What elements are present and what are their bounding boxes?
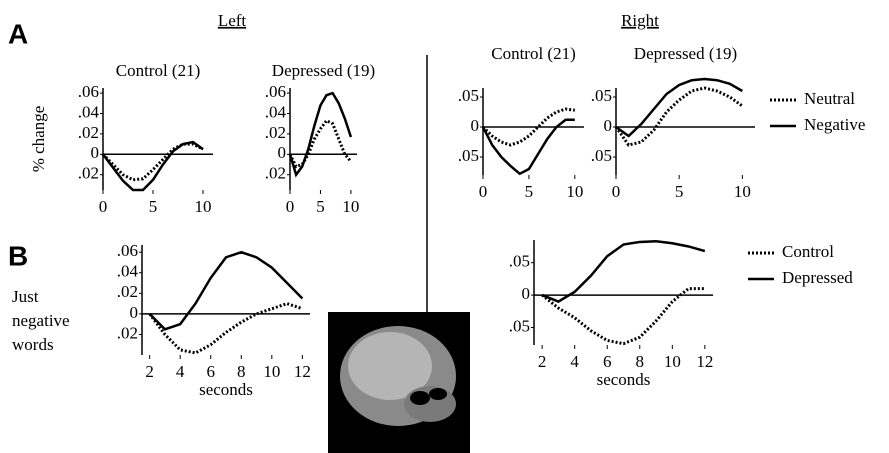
brain-image — [328, 312, 470, 453]
y-tick-label: 0 — [522, 284, 531, 303]
y-axis-label: % change — [29, 106, 48, 173]
panel-label: B — [8, 240, 28, 271]
y-tick-label: .02 — [117, 323, 138, 342]
series-line — [614, 86, 744, 147]
chart-title: Control (21) — [491, 44, 576, 63]
x-tick-label: 0 — [479, 182, 488, 201]
x-tick-label: 12 — [696, 352, 713, 371]
x-tick-label: 2 — [145, 362, 154, 381]
legend-label: Control — [782, 242, 834, 261]
x-tick-label: 6 — [603, 352, 612, 371]
x-tick-label: 10 — [734, 182, 751, 201]
x-tick-label: 5 — [316, 197, 325, 216]
x-tick-label: 0 — [99, 197, 108, 216]
y-tick-label: .05 — [509, 252, 530, 271]
series-line — [541, 240, 706, 303]
chart-title: Depressed (19) — [272, 61, 375, 80]
y-tick-label: .05 — [509, 316, 530, 335]
y-tick-label: .06 — [78, 82, 99, 101]
x-tick-label: 10 — [664, 352, 681, 371]
y-tick-label: 0 — [278, 143, 287, 162]
note: words — [12, 335, 54, 354]
series-line — [481, 107, 576, 147]
x-tick-label: 10 — [263, 362, 280, 381]
y-tick-label: .05 — [458, 86, 479, 105]
x-tick-label: 0 — [286, 197, 295, 216]
x-axis-label: seconds — [597, 370, 651, 389]
x-tick-label: 8 — [636, 352, 645, 371]
y-tick-label: .05 — [458, 146, 479, 165]
series-line — [288, 118, 353, 169]
y-tick-label: 0 — [91, 143, 100, 162]
x-tick-label: 5 — [149, 197, 158, 216]
note: Just — [12, 287, 39, 306]
y-tick-label: .04 — [78, 102, 100, 121]
panel-label: A — [8, 18, 28, 49]
y-tick-label: 0 — [471, 116, 480, 135]
y-tick-label: .06 — [117, 241, 138, 260]
y-tick-label: .02 — [78, 123, 99, 142]
x-tick-label: 4 — [570, 352, 579, 371]
y-tick-label: .06 — [265, 82, 286, 101]
series-line — [541, 287, 705, 346]
y-tick-label: 0 — [130, 303, 139, 322]
chart-title: Depressed (19) — [634, 44, 737, 63]
note: negative — [12, 311, 70, 330]
x-tick-label: 10 — [195, 197, 212, 216]
series-line — [288, 91, 353, 178]
x-tick-label: 10 — [342, 197, 359, 216]
y-tick-label: 0 — [604, 116, 613, 135]
y-tick-label: .04 — [117, 262, 139, 281]
y-tick-label: .02 — [265, 164, 286, 183]
series-line — [102, 140, 204, 192]
x-tick-label: 12 — [294, 362, 311, 381]
series-line — [615, 77, 743, 138]
legend-label: Depressed — [782, 268, 853, 287]
x-axis-label: seconds — [199, 380, 253, 399]
x-tick-label: 5 — [675, 182, 684, 201]
x-tick-label: 0 — [612, 182, 621, 201]
x-tick-label: 8 — [237, 362, 246, 381]
y-tick-label: .02 — [117, 282, 138, 301]
x-tick-label: 5 — [525, 182, 534, 201]
legend-label: Neutral — [804, 89, 855, 108]
x-tick-label: 10 — [566, 182, 583, 201]
legend-label: Negative — [804, 115, 865, 134]
group-title: Left — [218, 11, 247, 30]
series-line — [148, 250, 304, 331]
y-tick-label: .05 — [591, 146, 612, 165]
series-line — [148, 302, 303, 355]
x-tick-label: 6 — [206, 362, 215, 381]
y-tick-label: .02 — [265, 123, 286, 142]
series-line — [481, 118, 575, 176]
y-tick-label: .02 — [78, 164, 99, 183]
y-tick-label: .05 — [591, 86, 612, 105]
x-tick-label: 4 — [176, 362, 185, 381]
y-tick-label: .04 — [265, 102, 287, 121]
chart-title: Control (21) — [116, 61, 201, 80]
group-title: Right — [621, 11, 659, 30]
x-tick-label: 2 — [538, 352, 547, 371]
